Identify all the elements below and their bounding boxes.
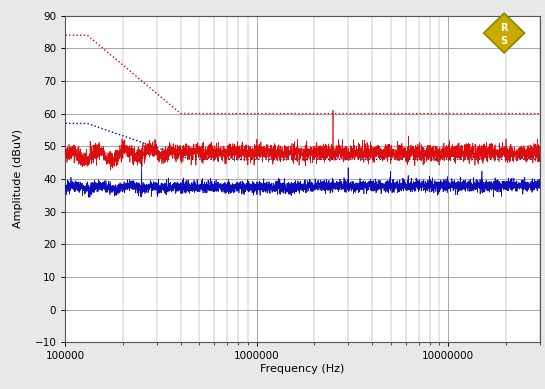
Polygon shape [484, 13, 524, 53]
X-axis label: Frequency (Hz): Frequency (Hz) [261, 364, 344, 374]
Y-axis label: Amplitude (dBuV): Amplitude (dBuV) [13, 130, 23, 228]
Text: R: R [500, 23, 508, 33]
Text: S: S [500, 35, 508, 46]
